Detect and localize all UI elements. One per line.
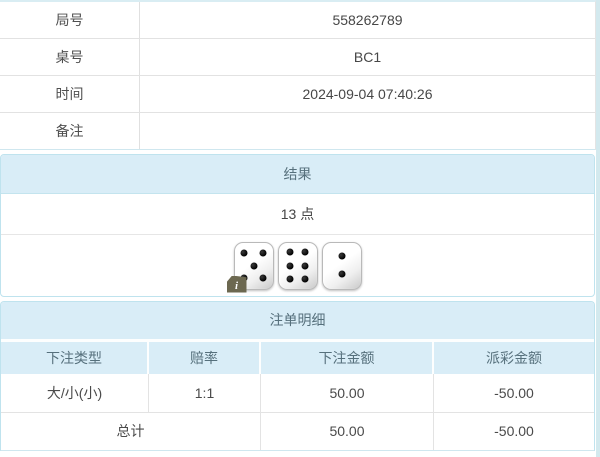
- die-pip: [259, 274, 267, 282]
- bet-amount-value: 50.00: [261, 374, 434, 413]
- remark-value: [140, 113, 595, 149]
- game-info-table: 局号 558262789 桌号 BC1 时间 2024-09-04 07:40:…: [0, 0, 596, 150]
- die-pip: [250, 262, 257, 269]
- result-points: 13 点: [1, 194, 594, 235]
- table-row: 备注: [0, 113, 595, 150]
- game-number-label: 局号: [0, 2, 140, 38]
- total-bet-amount: 50.00: [261, 413, 434, 450]
- die-pip: [240, 249, 248, 257]
- bet-details-panel: 注单明细 下注类型 赔率 下注金额 派彩金额 大/小(小) 1:1 50.00 …: [0, 301, 595, 451]
- bet-type-value: 大/小(小): [1, 374, 149, 413]
- remark-label: 备注: [0, 113, 140, 149]
- odds-value: 1:1: [149, 374, 261, 413]
- die-pip: [301, 262, 309, 269]
- column-header-bet-amount: 下注金额: [261, 342, 434, 374]
- die-pip: [286, 275, 294, 283]
- table-row: 局号 558262789: [0, 2, 595, 39]
- die-pip: [301, 275, 309, 283]
- payout-amount-value: -50.00: [434, 374, 594, 413]
- bet-details-title: 注单明细: [1, 302, 594, 342]
- column-header-payout-amount: 派彩金额: [434, 342, 594, 374]
- dice-group: i: [226, 241, 364, 293]
- right-edge-strip: [596, 0, 600, 457]
- die-pip: [338, 252, 345, 260]
- dice-row: i: [1, 235, 594, 296]
- info-badge-icon[interactable]: i: [226, 275, 247, 293]
- table-row: 时间 2024-09-04 07:40:26: [0, 76, 595, 113]
- total-payout-amount: -50.00: [494, 423, 534, 439]
- total-row: 总计 50.00 -50.00: [1, 413, 594, 450]
- table-number-value: BC1: [353, 49, 382, 65]
- result-panel: 结果 13 点 i: [0, 154, 595, 297]
- die-pip: [259, 249, 267, 257]
- total-label: 总计: [1, 413, 261, 450]
- die-6: [277, 241, 318, 290]
- time-value: 2024-09-04 07:40:26: [302, 86, 433, 102]
- die-pip: [286, 248, 294, 256]
- table-number-label: 桌号: [0, 39, 140, 75]
- result-panel-title: 结果: [1, 155, 594, 194]
- time-label: 时间: [0, 76, 140, 112]
- die-pip: [301, 248, 309, 256]
- die-pip: [286, 262, 294, 269]
- die-2: [321, 241, 362, 290]
- column-header-bet-type: 下注类型: [1, 342, 149, 374]
- die-pip: [338, 270, 345, 278]
- column-header-odds: 赔率: [149, 342, 261, 374]
- game-number-value: 558262789: [332, 12, 403, 28]
- table-row: 桌号 BC1: [0, 39, 595, 76]
- bet-details-column-headers: 下注类型 赔率 下注金额 派彩金额: [1, 342, 594, 374]
- table-row: 大/小(小) 1:1 50.00 -50.00: [1, 374, 594, 413]
